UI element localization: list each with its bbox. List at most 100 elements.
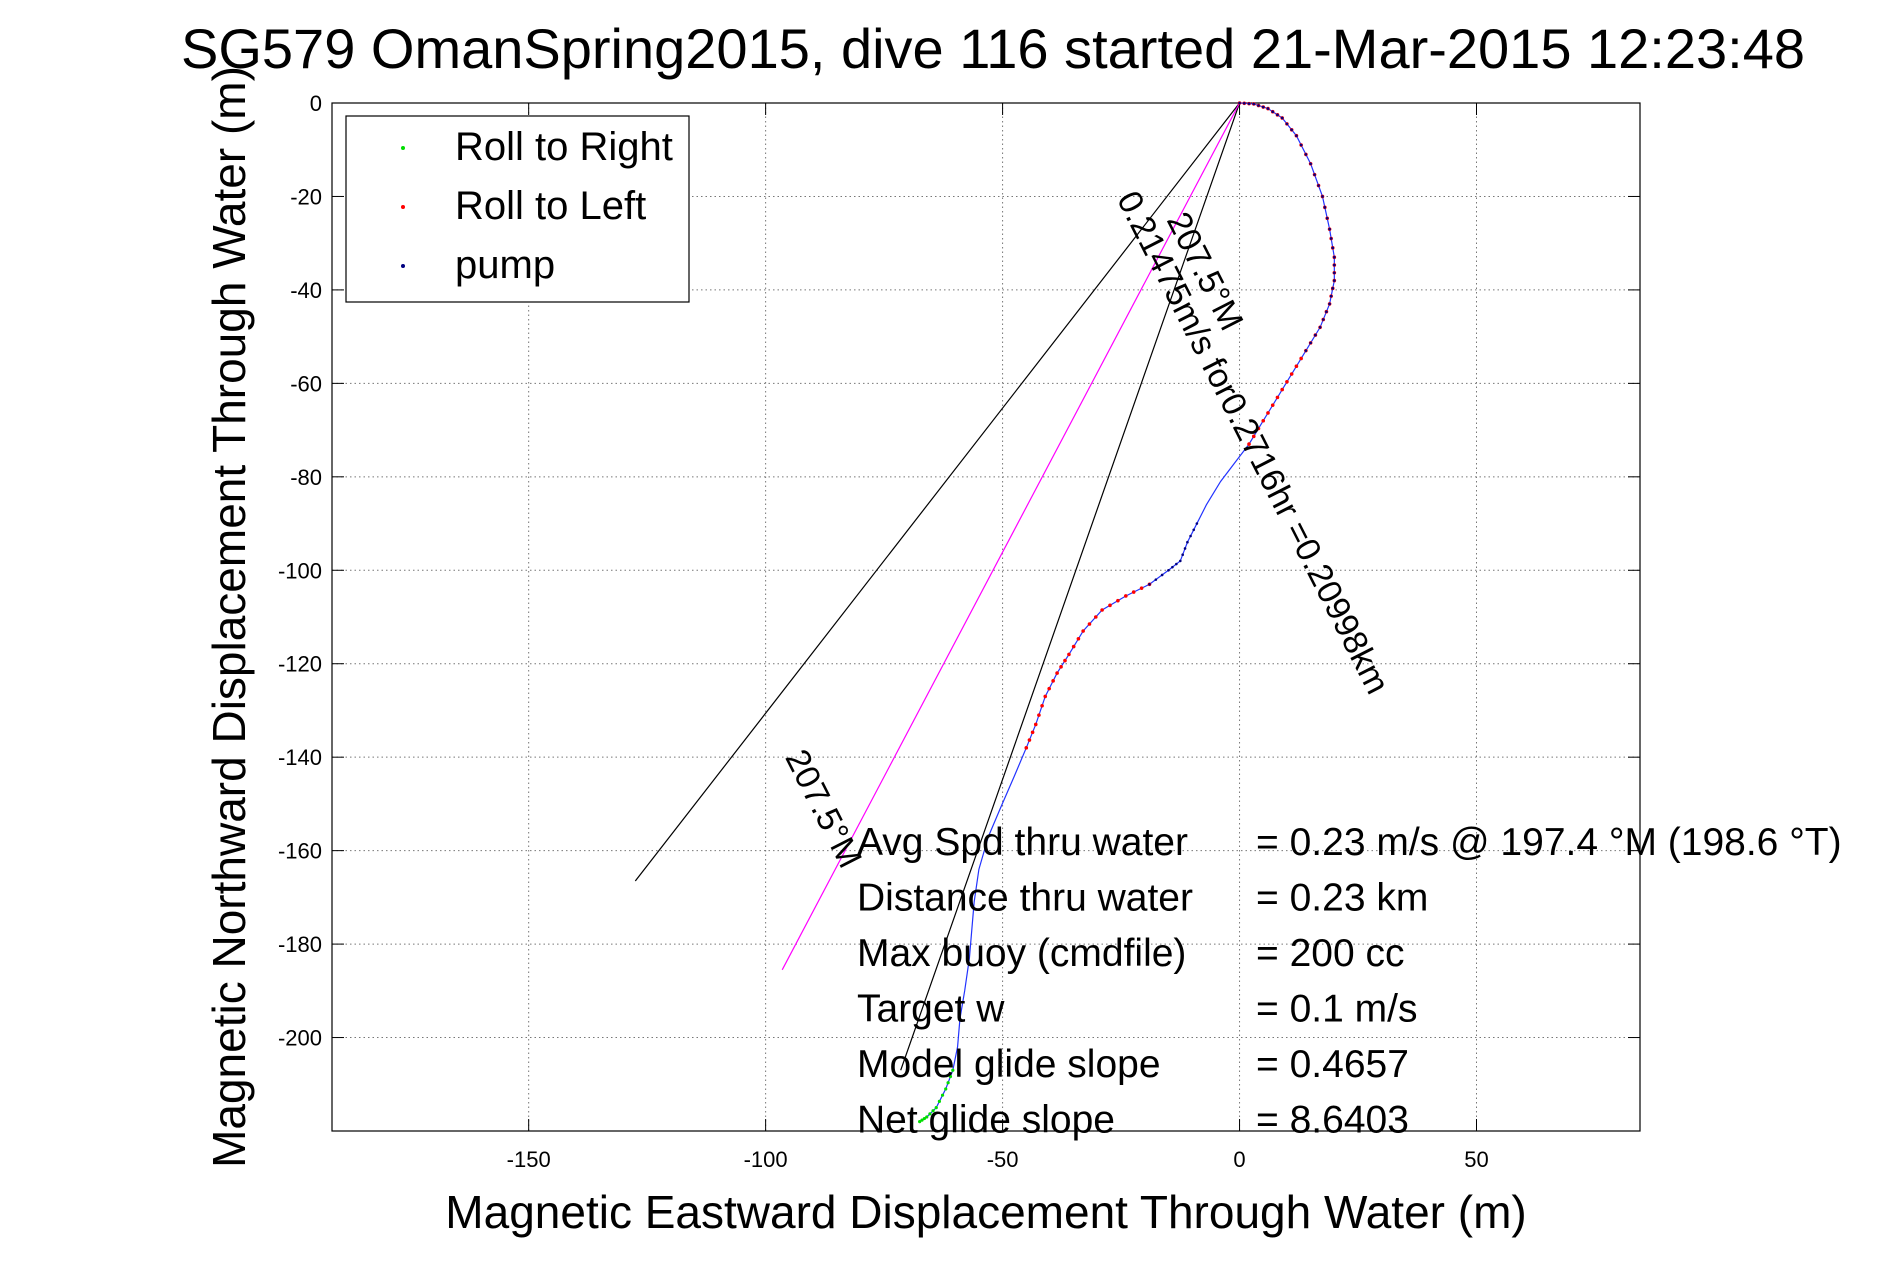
pump-point xyxy=(1328,302,1331,306)
roll-right-point xyxy=(918,1120,922,1124)
stat-label: Max buoy (cmdfile) xyxy=(857,932,1186,975)
pump-point xyxy=(1325,310,1328,314)
roll-right-point xyxy=(940,1093,945,1097)
plot-area-frame xyxy=(331,102,1641,1132)
roll-left-point xyxy=(1299,356,1303,361)
roll-left-point xyxy=(1294,364,1299,369)
y-tick-label: -160 xyxy=(278,839,322,864)
pump-point xyxy=(1181,553,1184,556)
roll-left-point xyxy=(1040,703,1044,708)
roll-left-point xyxy=(1059,665,1063,669)
roll-left-point xyxy=(1081,629,1085,633)
pump-point xyxy=(1257,104,1260,107)
roll-left-point xyxy=(1051,679,1055,683)
y-tick-label: -100 xyxy=(278,558,322,583)
y-tick-label: -180 xyxy=(278,932,322,957)
legend: Roll to Right Roll to Left pump xyxy=(345,115,690,303)
y-tick-label: -120 xyxy=(278,652,322,677)
stat-label: Model glide slope xyxy=(857,1043,1161,1086)
pump-point xyxy=(1333,271,1336,275)
roll-right-point xyxy=(946,1081,950,1085)
pump-point xyxy=(1242,102,1246,105)
stat-label: Distance thru water xyxy=(857,877,1193,920)
stat-value: = 0.1 m/s xyxy=(1256,988,1417,1031)
roll-left-point xyxy=(1247,442,1251,446)
roll-left-point xyxy=(1100,608,1104,612)
legend-marker xyxy=(401,146,405,150)
roll-left-point xyxy=(1030,730,1035,735)
roll-right-point xyxy=(937,1099,941,1104)
roll-right-point xyxy=(928,1112,932,1116)
pump-point xyxy=(1179,559,1182,563)
stat-value: = 0.23 km xyxy=(1256,877,1428,920)
heading-reference-line xyxy=(634,102,1241,882)
stat-label: Target w xyxy=(857,988,1005,1031)
reference-lines xyxy=(634,102,1241,1071)
pump-point xyxy=(1290,128,1293,132)
roll-left-point xyxy=(1027,738,1032,742)
pump-point xyxy=(1318,325,1322,329)
roll-left-point xyxy=(1024,746,1029,750)
heading-reference-line xyxy=(781,102,1241,971)
roll-right-point xyxy=(920,1118,924,1122)
y-tick-label: -20 xyxy=(290,184,322,209)
chart-title: SG579 OmanSpring2015, dive 116 started 2… xyxy=(181,17,1805,80)
roll-left-point xyxy=(1055,671,1059,675)
stat-value: = 0.4657 xyxy=(1256,1043,1409,1086)
pump-point xyxy=(1252,102,1256,106)
y-axis-label: Magnetic Northward Displacement Through … xyxy=(203,66,255,1168)
roll-right-point xyxy=(951,1068,955,1072)
pump-point xyxy=(1266,107,1270,110)
legend-label: pump xyxy=(455,243,555,287)
pump-point xyxy=(1167,568,1170,572)
roll-left-point xyxy=(1063,658,1067,663)
roll-left-point xyxy=(1289,372,1294,376)
pump-point xyxy=(1183,547,1187,550)
y-tick-label: -80 xyxy=(290,465,322,490)
pump-point xyxy=(1192,528,1196,532)
roll-left-point xyxy=(1108,603,1112,608)
roll-left-point xyxy=(1266,411,1270,415)
stat-value: = 8.6403 xyxy=(1256,1099,1409,1142)
roll-left-point xyxy=(1131,590,1136,594)
pump-point xyxy=(1148,582,1151,586)
roll-right-point xyxy=(944,1087,948,1091)
roll-left-point xyxy=(1093,615,1098,619)
x-tick-label: -150 xyxy=(507,1147,551,1172)
roll-left-point xyxy=(1270,403,1275,407)
glider-track-line xyxy=(919,102,1335,1123)
roll-left-point xyxy=(1280,387,1284,392)
pump-point xyxy=(1280,116,1284,120)
legend-marker xyxy=(401,205,405,209)
x-tick-labels: -150 -100 -50 0 50 xyxy=(507,1147,1489,1172)
pump-point xyxy=(1328,227,1331,231)
roll-left-point xyxy=(1047,686,1051,691)
pump-point xyxy=(1321,318,1325,321)
y-tick-label: 0 xyxy=(310,91,322,116)
x-tick-label: 0 xyxy=(1233,1147,1245,1172)
x-tick-label: -100 xyxy=(744,1147,788,1172)
roll-left-point xyxy=(1071,644,1076,649)
y-tick-label: -140 xyxy=(278,745,322,770)
roll-right-point xyxy=(948,1074,953,1079)
roll-left-point xyxy=(1116,598,1120,603)
pump-point xyxy=(1160,573,1164,577)
stat-value: = 0.23 m/s @ 197.4 °M (198.6 °T) xyxy=(1256,821,1842,864)
roll-left-point xyxy=(1033,722,1038,727)
pump-point xyxy=(1154,578,1158,581)
roll-left-point xyxy=(1087,622,1092,626)
track-series xyxy=(918,101,1337,1124)
roll-left-point xyxy=(1037,713,1041,717)
roll-left-point xyxy=(1261,418,1266,423)
pump-point xyxy=(1171,565,1174,569)
axis-ticks xyxy=(332,102,1640,1131)
x-tick-label: 50 xyxy=(1464,1147,1488,1172)
pump-point xyxy=(1285,122,1289,126)
pump-point xyxy=(1295,134,1298,138)
pump-point xyxy=(1333,279,1336,282)
y-tick-labels: 0 -20 -40 -60 -80 -100 -120 -140 -160 -180 -200 xyxy=(278,91,322,1051)
roll-left-point xyxy=(1067,652,1071,657)
heading-reference-line xyxy=(900,102,1241,1071)
roll-right-point xyxy=(931,1109,935,1113)
x-tick-label: -50 xyxy=(987,1147,1019,1172)
